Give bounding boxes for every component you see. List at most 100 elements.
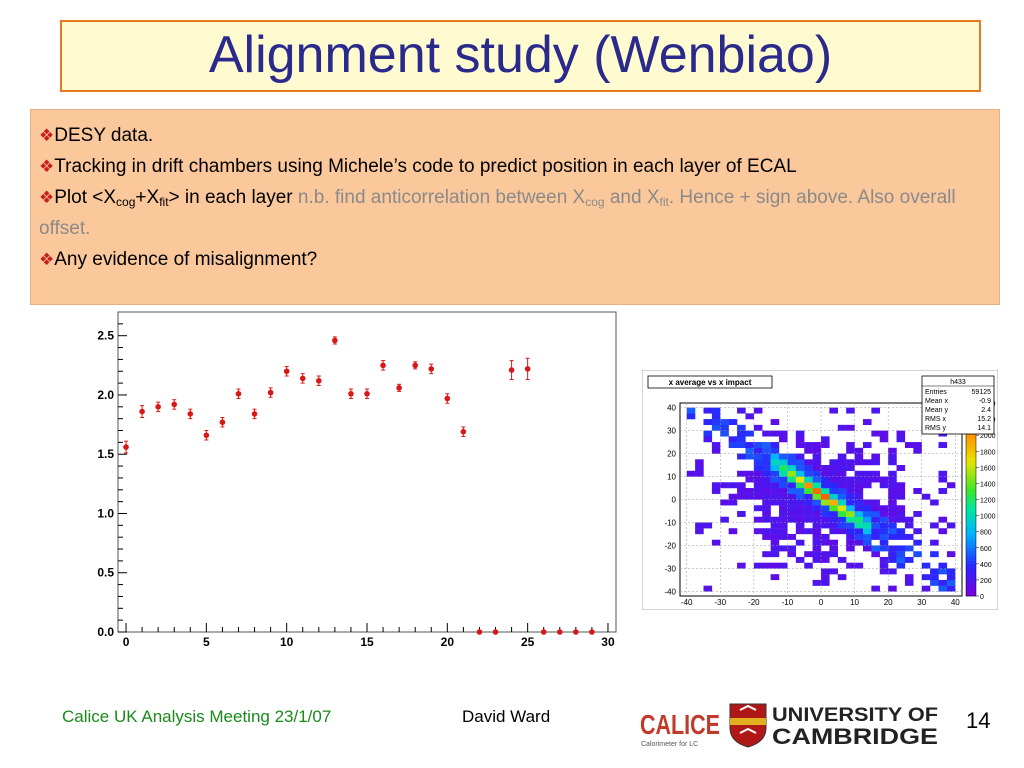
data-point	[267, 389, 274, 396]
heatmap-cell	[762, 505, 771, 512]
heatmap-cell	[728, 436, 738, 443]
heatmap-cell	[737, 424, 746, 431]
color-scale-step	[966, 473, 976, 478]
heatmap-cell	[812, 510, 822, 517]
layer-offset-plot: 0 5 10 15 20 25 30 0.0 0.5 1.0 1.5 2.0 2.5	[97, 311, 617, 649]
heatmap-cell	[770, 470, 780, 477]
heatmap-cell	[821, 436, 830, 443]
heatmap-cell	[720, 516, 729, 523]
heatmap-cell	[888, 585, 897, 592]
heatmap-cell	[938, 579, 948, 586]
heatmap-cell	[829, 522, 838, 529]
heatmap-cell	[871, 407, 880, 414]
heatmap-cell	[938, 470, 948, 477]
color-scale-step	[966, 467, 976, 471]
heatmap-cell	[888, 482, 897, 489]
heatmap-cell	[946, 551, 956, 558]
heatmap-cell	[804, 510, 813, 517]
heatmap-y-tick-label: 40	[667, 404, 676, 413]
heatmap-cell	[812, 528, 822, 535]
heatmap-cell	[753, 476, 763, 483]
heatmap-cell	[753, 516, 763, 523]
color-scale-step	[966, 554, 976, 558]
heatmap-cell	[779, 493, 788, 500]
heatmap-cell	[846, 545, 855, 552]
heatmap-cell	[862, 516, 872, 523]
heatmap-cell	[821, 465, 830, 471]
heatmap-cell	[938, 488, 948, 494]
heatmap-cell	[745, 476, 755, 483]
heatmap-cell	[846, 407, 855, 414]
data-point	[348, 390, 354, 397]
heatmap-cell	[779, 522, 788, 529]
data-point	[573, 629, 579, 635]
heatmap-cell	[821, 522, 830, 529]
heatmap-cell	[938, 442, 948, 449]
heatmap-cell	[938, 585, 948, 592]
heatmap-cell	[896, 516, 906, 523]
note-text-b: . Hence + sign above. Also overall offse…	[39, 187, 956, 239]
heatmap-cell	[745, 493, 755, 500]
heatmap-cell	[846, 528, 855, 535]
heatmap-cell	[812, 556, 822, 563]
heatmap-cell	[795, 476, 805, 483]
heatmap-cell	[737, 453, 746, 460]
data-point	[235, 390, 242, 397]
heatmap-cell	[854, 533, 864, 540]
color-scale-step	[966, 451, 976, 455]
heatmap-cell	[829, 488, 838, 494]
heatmap-cell	[913, 488, 922, 494]
color-scale-step	[966, 483, 976, 487]
heatmap-cell	[762, 493, 771, 500]
heatmap-cell	[787, 516, 797, 523]
heatmap-cell	[829, 407, 838, 414]
color-scale-step	[966, 583, 976, 587]
heatmap-cell	[946, 574, 956, 581]
data-point	[412, 362, 418, 369]
heatmap-cell	[888, 488, 897, 494]
heatmap-cell	[795, 436, 805, 443]
heatmap-cell	[854, 516, 864, 523]
heatmap-cell	[795, 430, 805, 437]
heatmap-cell	[913, 551, 922, 558]
heatmap-cell	[787, 459, 797, 466]
heatmap-cell	[686, 407, 696, 414]
heatmap-cell	[804, 505, 813, 512]
heatmap-cell	[879, 436, 889, 443]
data-point	[203, 432, 210, 439]
heatmap-cell	[770, 459, 780, 466]
heatmap-y-tick-label: 0	[672, 496, 677, 505]
heatmap-cell	[762, 562, 771, 569]
heatmap-cell	[888, 476, 897, 483]
color-scale-label: 600	[980, 546, 992, 553]
heatmap-cell	[829, 493, 838, 500]
heatmap-cell	[904, 545, 914, 552]
heatmap-cell	[770, 442, 780, 449]
heatmap-cell	[871, 430, 880, 437]
heatmap-cell	[913, 510, 922, 517]
crest-band	[730, 718, 766, 725]
color-scale-step	[966, 538, 976, 542]
heatmap-cell	[812, 522, 822, 529]
data-point	[540, 629, 547, 635]
heatmap-cell	[930, 539, 939, 546]
heatmap-cell	[770, 482, 780, 489]
heatmap-x-tick-label: -30	[715, 598, 727, 607]
x-tick-label: 10	[280, 635, 294, 649]
heatmap-cell	[888, 510, 897, 517]
heatmap-cell	[888, 499, 897, 506]
heatmap-cell	[829, 510, 838, 517]
heatmap-cell	[862, 470, 872, 477]
heatmap-cell	[711, 424, 721, 431]
heatmap-cell	[753, 453, 763, 460]
heatmap-cell	[913, 539, 922, 546]
heatmap-cell	[871, 453, 880, 460]
heatmap-cell	[821, 510, 830, 517]
color-scale-step	[966, 448, 976, 452]
heatmap-cell	[879, 545, 889, 552]
heatmap-cell	[837, 482, 847, 489]
heatmap-cell	[879, 430, 889, 437]
color-scale-step	[966, 557, 976, 561]
heatmap-cell	[804, 493, 813, 500]
heatmap-cell	[737, 493, 746, 500]
